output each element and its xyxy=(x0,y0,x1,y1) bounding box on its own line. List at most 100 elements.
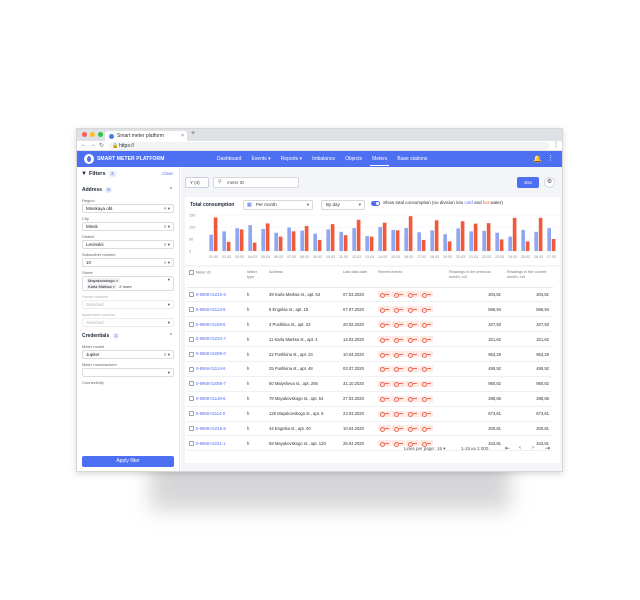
bar-cold[interactable] xyxy=(235,228,239,251)
bar-hot[interactable] xyxy=(239,229,244,251)
table-row[interactable]: 0-8968-01123-6 h 5 Engelsa st., apt. 15 07.… xyxy=(187,301,553,318)
event-badge-icon[interactable] xyxy=(420,306,433,313)
col-type[interactable]: Water type xyxy=(245,267,267,288)
event-badge-icon[interactable] xyxy=(378,365,391,373)
table-row[interactable]: 0-8968-01010-6 h 39 Karla Marksa st., apt.… xyxy=(187,287,553,303)
meter-id-link[interactable]: 0-8968-01024-7 xyxy=(196,336,226,342)
event-badge-icon[interactable] xyxy=(420,351,433,358)
bar-hot[interactable] xyxy=(291,231,296,251)
rows-per-page-select[interactable]: 15 ▾ xyxy=(437,446,446,451)
credentials-section-title[interactable]: Credentials 1 ⌃ xyxy=(77,331,179,341)
event-badge-icon[interactable] xyxy=(392,336,405,343)
apartment-select[interactable]: Selected ▾ xyxy=(82,318,174,327)
row-checkbox[interactable] xyxy=(189,351,194,357)
settings-icon[interactable]: ⚙ xyxy=(544,177,555,188)
clear-dropdown-icon[interactable]: × ▾ xyxy=(163,242,170,247)
event-badge-icon[interactable] xyxy=(406,395,419,403)
bar-cold[interactable] xyxy=(261,228,265,251)
clear-dropdown-icon[interactable]: × ▾ xyxy=(163,224,170,229)
event-badge-icon[interactable] xyxy=(406,380,419,388)
bar-hot[interactable] xyxy=(369,236,374,251)
table-row[interactable]: 0-8968-01124-6 h 25 Pushkina st., apt. 48 0… xyxy=(187,361,553,377)
nav-item[interactable]: Events ▾ xyxy=(251,156,271,162)
last-page-icon[interactable]: ⇥ xyxy=(545,446,551,452)
bar-cold[interactable] xyxy=(456,228,460,251)
bar-cold[interactable] xyxy=(495,232,499,251)
bar-hot[interactable] xyxy=(343,235,348,251)
bar-cold[interactable] xyxy=(352,228,356,251)
close-tab-icon[interactable]: × xyxy=(181,133,184,139)
table-row[interactable]: 0-8968-01011-1 h 58 Mayakovskogo st., apt.… xyxy=(187,435,553,452)
nav-item[interactable]: Reports ▾ xyxy=(280,156,303,162)
event-badge-icon[interactable] xyxy=(378,351,391,358)
address-section-title[interactable]: Address 5 ⌃ xyxy=(77,185,179,195)
event-badge-icon[interactable] xyxy=(392,425,405,432)
bar-cold[interactable] xyxy=(482,230,486,251)
bar-cold[interactable] xyxy=(287,227,291,251)
event-badge-icon[interactable] xyxy=(378,321,391,328)
clear-dropdown-icon[interactable]: × ▾ xyxy=(163,206,170,211)
bar-hot[interactable] xyxy=(213,217,218,251)
table-row[interactable]: 0-8968-01080-0 h 22 Pushkina st., apt. 23 1… xyxy=(187,346,553,362)
event-badge-icon[interactable] xyxy=(420,365,433,373)
street-chip[interactable]: Karla Marksa × xyxy=(86,284,118,289)
dropdown-icon[interactable]: ▾ xyxy=(167,277,170,282)
bar-hot[interactable] xyxy=(265,223,270,251)
dropdown-icon[interactable]: ▾ xyxy=(167,302,170,307)
bar-hot[interactable] xyxy=(447,241,452,251)
table-row[interactable]: 0-8968-01136-6 h 78 Mayakovskogo st., apt.… xyxy=(187,391,553,407)
meter-id-link[interactable]: 0-8968-01123-6 xyxy=(196,306,226,312)
clear-dropdown-icon[interactable]: × ▾ xyxy=(163,352,170,357)
minimize-window-dot[interactable] xyxy=(90,132,95,137)
street-multiselect[interactable]: Mayakovskogo × Karla Marksa × 2 more ▾ xyxy=(82,276,174,291)
meter-id-cell[interactable]: 0-8968-01080-0 xyxy=(187,346,245,362)
bar-hot[interactable] xyxy=(304,226,309,251)
bar-hot[interactable] xyxy=(473,223,478,251)
bar-hot[interactable] xyxy=(434,220,439,251)
export-xlsx-button[interactable]: xlsx xyxy=(517,177,539,188)
meter-id-cell[interactable]: 0-8968-01158-6 xyxy=(187,316,245,333)
subscriber-select[interactable]: 10 × ▾ xyxy=(82,258,174,267)
bar-cold[interactable] xyxy=(365,236,369,251)
event-badge-icon[interactable] xyxy=(378,336,391,343)
row-checkbox[interactable] xyxy=(189,366,194,372)
event-badge-icon[interactable] xyxy=(392,351,405,358)
col-address[interactable]: Address xyxy=(267,267,341,288)
event-badge-icon[interactable] xyxy=(406,306,419,313)
prev-page-icon[interactable]: ‹ xyxy=(519,445,521,451)
bar-hot[interactable] xyxy=(226,241,231,251)
meter-id-link[interactable]: 0-8968-01136-6 xyxy=(196,395,226,401)
event-badge-icon[interactable] xyxy=(378,410,391,418)
bar-hot[interactable] xyxy=(395,230,400,251)
bar-cold[interactable] xyxy=(339,231,343,251)
bar-hot[interactable] xyxy=(538,217,543,251)
meter-id-cell[interactable]: 0-8968-01010-6 xyxy=(187,287,245,303)
row-checkbox[interactable] xyxy=(189,381,194,387)
event-badge-icon[interactable] xyxy=(378,395,391,403)
bar-cold[interactable] xyxy=(469,231,473,251)
row-checkbox[interactable] xyxy=(189,336,194,342)
meter-id-cell[interactable]: 0-8968-01024-7 xyxy=(187,331,245,348)
first-page-icon[interactable]: ⇤ xyxy=(505,446,511,452)
bar-cold[interactable] xyxy=(248,225,252,251)
event-badge-icon[interactable] xyxy=(406,365,419,373)
meter-id-link[interactable]: 0-8968-01011-1 xyxy=(196,440,226,446)
bar-hot[interactable] xyxy=(252,242,257,251)
meter-id-cell[interactable]: 0-8968-01123-6 xyxy=(187,301,245,318)
bar-cold[interactable] xyxy=(443,234,447,251)
forward-icon[interactable]: → xyxy=(90,142,96,148)
bar-hot[interactable] xyxy=(382,222,387,251)
event-badge-icon[interactable] xyxy=(378,380,391,388)
meter-id-cell[interactable]: 0-8968-01136-6 xyxy=(187,391,245,407)
meter-id-cell[interactable]: 0-8968-01058-7 xyxy=(187,376,245,392)
bar-cold[interactable] xyxy=(300,230,304,251)
event-badge-icon[interactable] xyxy=(406,351,419,358)
row-checkbox[interactable] xyxy=(189,292,194,298)
table-row[interactable]: 0-8968-01058-7 h 60 Malysheva st., apt. 25… xyxy=(187,376,553,392)
maximize-window-dot[interactable] xyxy=(98,132,103,137)
event-badge-icon[interactable] xyxy=(420,395,433,403)
meter-id-link[interactable]: 0-8968-01058-7 xyxy=(196,381,226,387)
event-badge-icon[interactable] xyxy=(378,425,391,432)
apply-filter-button[interactable]: Apply filter xyxy=(82,456,174,467)
bar-cold[interactable] xyxy=(326,229,330,251)
